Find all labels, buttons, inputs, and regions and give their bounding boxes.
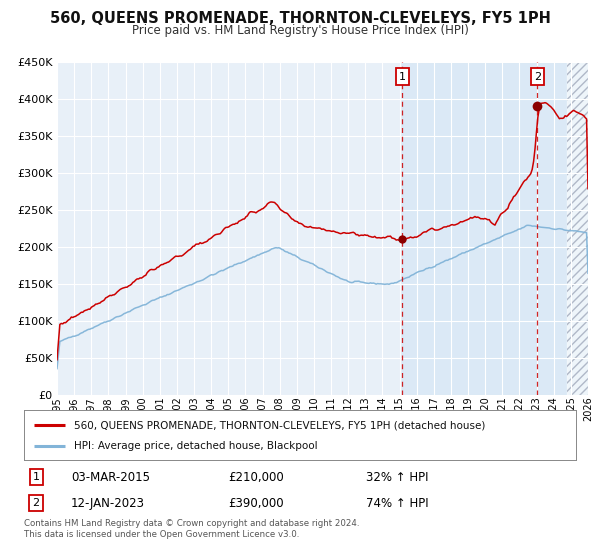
Text: £210,000: £210,000 bbox=[228, 470, 284, 484]
Bar bbox=[566, 62, 588, 395]
Text: HPI: Average price, detached house, Blackpool: HPI: Average price, detached house, Blac… bbox=[74, 441, 317, 451]
Text: Price paid vs. HM Land Registry's House Price Index (HPI): Price paid vs. HM Land Registry's House … bbox=[131, 24, 469, 36]
Text: 03-MAR-2015: 03-MAR-2015 bbox=[71, 470, 150, 484]
Text: 1: 1 bbox=[32, 472, 40, 482]
Text: £390,000: £390,000 bbox=[228, 497, 284, 510]
Text: 74% ↑ HPI: 74% ↑ HPI bbox=[366, 497, 429, 510]
Text: 1: 1 bbox=[399, 72, 406, 82]
Text: 560, QUEENS PROMENADE, THORNTON-CLEVELEYS, FY5 1PH: 560, QUEENS PROMENADE, THORNTON-CLEVELEY… bbox=[50, 11, 550, 26]
Text: 32% ↑ HPI: 32% ↑ HPI bbox=[366, 470, 429, 484]
Text: 2: 2 bbox=[32, 498, 40, 508]
Bar bbox=[403, 62, 588, 395]
Text: Contains HM Land Registry data © Crown copyright and database right 2024.
This d: Contains HM Land Registry data © Crown c… bbox=[24, 519, 359, 539]
Text: 2: 2 bbox=[534, 72, 541, 82]
Text: 12-JAN-2023: 12-JAN-2023 bbox=[71, 497, 145, 510]
Bar bbox=[566, 62, 588, 395]
Text: 560, QUEENS PROMENADE, THORNTON-CLEVELEYS, FY5 1PH (detached house): 560, QUEENS PROMENADE, THORNTON-CLEVELEY… bbox=[74, 420, 485, 430]
